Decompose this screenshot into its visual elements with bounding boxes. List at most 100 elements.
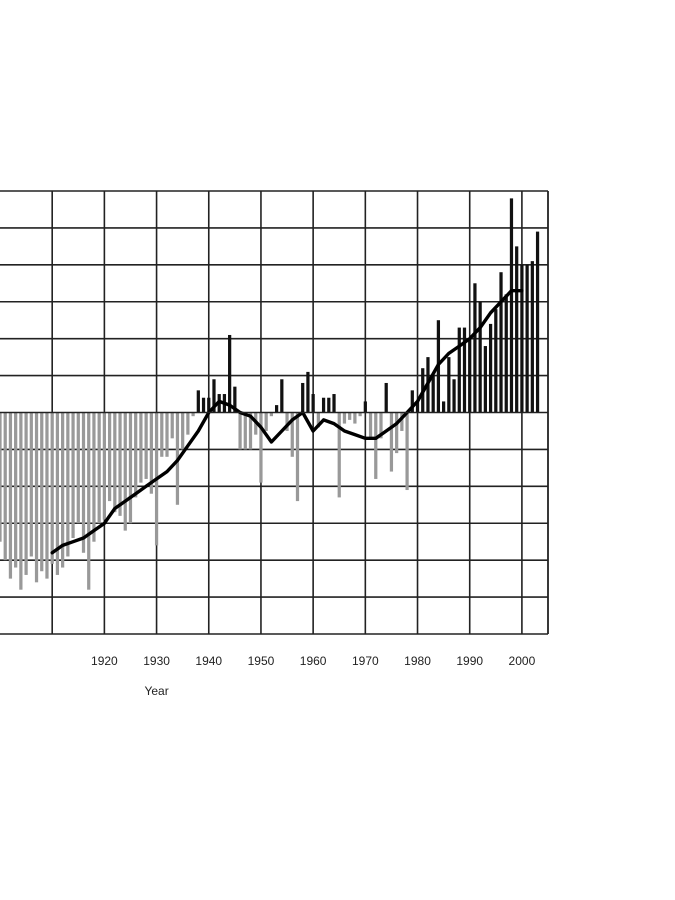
bar-positive: [431, 375, 435, 413]
bar-positive: [332, 394, 336, 413]
bar-negative: [316, 412, 320, 428]
bar-positive: [410, 390, 414, 413]
bar-positive: [280, 379, 284, 413]
bar-negative: [50, 412, 54, 564]
bar-negative: [102, 412, 106, 520]
bar-negative: [238, 412, 242, 450]
x-tick-label: 1950: [248, 654, 275, 668]
bar-positive: [311, 394, 315, 413]
bar-positive: [499, 272, 503, 413]
x-tick-label: 2000: [509, 654, 536, 668]
bar-positive: [468, 338, 472, 413]
bar-negative: [379, 412, 383, 439]
bar-positive: [520, 264, 524, 413]
bar-positive: [321, 397, 326, 413]
bar-negative: [0, 412, 2, 542]
bar-negative: [264, 412, 268, 431]
x-tick-label: 1980: [404, 654, 431, 668]
bar-negative: [123, 412, 127, 531]
bar-negative: [400, 412, 404, 431]
bar-positive: [384, 382, 388, 413]
bar-positive: [207, 397, 211, 413]
x-tick-label: 1920: [91, 654, 118, 668]
bar-negative: [92, 412, 96, 542]
bar-negative: [165, 412, 169, 457]
bars: [0, 198, 540, 590]
bar-negative: [181, 412, 185, 450]
bar-negative: [243, 412, 247, 450]
bar-positive: [301, 382, 305, 413]
bar-negative: [191, 412, 195, 417]
bar-negative: [19, 412, 23, 590]
bar-negative: [259, 412, 263, 483]
bar-negative: [40, 412, 44, 572]
bar-negative: [71, 412, 75, 539]
bar-positive: [452, 379, 456, 413]
bar-positive: [478, 301, 482, 413]
bar-negative: [348, 412, 352, 420]
bar-negative: [113, 412, 117, 513]
bar-negative: [269, 412, 274, 417]
bar-positive: [504, 294, 508, 413]
bar-positive: [488, 323, 493, 413]
bar-positive: [509, 198, 514, 413]
bar-negative: [45, 412, 49, 579]
bar-negative: [34, 412, 39, 583]
bar-negative: [128, 412, 133, 524]
bar-positive: [515, 246, 519, 413]
bar-negative: [395, 412, 399, 454]
bar-negative: [295, 412, 300, 502]
bar-negative: [81, 412, 86, 553]
bar-negative: [24, 412, 28, 575]
bar-positive: [274, 405, 279, 413]
bar-negative: [285, 412, 289, 431]
x-tick-labels: 1920 1930 1940 1950 1960 1970 1980 1990 2000: [91, 654, 536, 668]
bar-positive: [442, 401, 446, 413]
bar-negative: [144, 412, 148, 479]
x-tick-label: 1970: [352, 654, 379, 668]
bar-negative: [61, 412, 65, 568]
bar-negative: [405, 412, 409, 491]
bar-negative: [160, 412, 164, 457]
bar-positive: [473, 283, 477, 413]
bar-negative: [337, 412, 341, 498]
bar-negative: [149, 412, 153, 494]
bar-negative: [3, 412, 7, 561]
bar-negative: [29, 412, 33, 557]
bar-negative: [14, 412, 18, 568]
bar-negative: [8, 412, 13, 579]
bar-negative: [353, 412, 357, 424]
bar-positive: [530, 261, 534, 413]
bar-positive: [212, 379, 216, 413]
x-tick-label: 1960: [300, 654, 327, 668]
bar-positive: [228, 334, 232, 413]
x-tick-label: 1990: [456, 654, 483, 668]
bar-negative: [97, 412, 101, 524]
bar-positive: [447, 357, 451, 413]
bar-positive: [306, 371, 310, 413]
bar-negative: [342, 412, 347, 424]
bar-negative: [76, 412, 80, 524]
bar-positive: [201, 397, 206, 413]
bar-positive: [457, 327, 461, 413]
bar-negative: [87, 412, 91, 590]
bar-negative: [118, 412, 122, 516]
bar-negative: [134, 412, 138, 498]
bar-negative: [66, 412, 70, 557]
bar-negative: [358, 412, 362, 417]
bar-positive: [535, 231, 540, 413]
bar-positive: [327, 397, 331, 413]
bar-negative: [290, 412, 294, 457]
bar-negative: [248, 412, 253, 450]
bar-positive: [483, 346, 487, 413]
trend-line: [50, 289, 524, 555]
bar-positive: [462, 327, 467, 413]
bar-positive: [363, 401, 367, 413]
bar-negative: [107, 412, 112, 502]
bar-positive: [415, 401, 420, 413]
bar-negative: [389, 412, 394, 472]
x-tick-label: 1930: [143, 654, 170, 668]
bar-negative: [55, 412, 60, 575]
